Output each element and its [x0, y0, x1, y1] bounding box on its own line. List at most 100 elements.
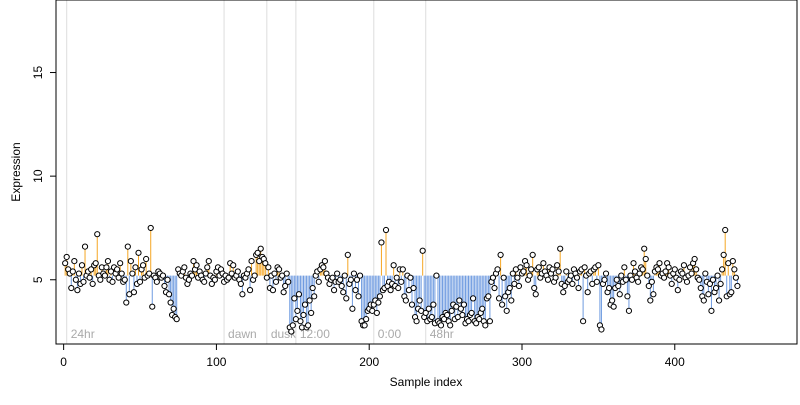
data-point — [469, 295, 477, 302]
data-point — [300, 311, 307, 319]
data-point — [497, 251, 504, 258]
x-tick-label: 100 — [206, 355, 226, 369]
data-point — [456, 297, 463, 304]
data-point — [164, 276, 171, 283]
data-point — [644, 272, 651, 279]
data-point — [697, 284, 704, 292]
data-point — [291, 295, 298, 302]
x-axis-label: Sample index — [390, 375, 463, 389]
data-point — [375, 299, 382, 306]
data-point — [639, 266, 646, 273]
data-point — [136, 278, 144, 285]
data-point — [416, 297, 423, 304]
data-point — [482, 322, 489, 329]
data-point — [343, 295, 350, 302]
data-point — [254, 249, 261, 256]
data-point — [645, 282, 652, 290]
data-point — [532, 291, 539, 298]
data-point — [636, 270, 643, 277]
data-point — [165, 291, 173, 298]
data-point — [552, 274, 559, 281]
data-point — [722, 226, 729, 234]
data-point — [563, 268, 570, 275]
data-point — [479, 305, 486, 312]
data-point — [665, 264, 672, 271]
data-point — [671, 266, 678, 273]
data-point — [734, 282, 741, 290]
data-point — [78, 262, 86, 269]
data-point — [340, 289, 347, 296]
data-point — [500, 274, 507, 281]
data-point — [129, 270, 136, 277]
data-point — [514, 274, 521, 281]
data-point — [573, 274, 581, 281]
data-point — [459, 311, 466, 319]
data-point — [398, 278, 405, 285]
data-point — [349, 305, 356, 312]
data-points — [62, 224, 741, 335]
data-point — [616, 291, 623, 298]
data-point — [624, 293, 631, 300]
data-point — [68, 284, 75, 292]
data-point — [285, 278, 292, 285]
data-point — [117, 260, 124, 267]
data-point — [540, 260, 547, 267]
data-point — [344, 251, 351, 258]
data-point — [204, 264, 211, 271]
data-point — [683, 278, 691, 285]
data-point — [531, 284, 538, 292]
data-point — [167, 299, 174, 306]
data-point — [127, 258, 134, 265]
data-point — [104, 258, 112, 265]
data-point — [605, 284, 613, 292]
data-point — [225, 274, 232, 281]
data-point — [257, 245, 264, 252]
data-point — [679, 270, 686, 277]
data-point — [595, 262, 602, 269]
data-point — [393, 274, 400, 281]
data-point — [693, 266, 700, 273]
data-point — [581, 264, 588, 271]
data-point — [205, 258, 212, 265]
data-point — [306, 297, 313, 304]
data-point — [584, 289, 591, 296]
data-point — [265, 264, 272, 271]
data-point — [81, 243, 89, 250]
data-point — [135, 249, 142, 256]
data-point — [170, 305, 177, 312]
data-point — [245, 266, 252, 273]
data-point — [647, 297, 654, 304]
data-point — [114, 266, 121, 273]
data-point — [555, 268, 562, 275]
data-point — [74, 287, 81, 294]
data-point — [289, 322, 296, 329]
data-point — [71, 258, 78, 265]
data-point — [208, 280, 215, 288]
data-point — [288, 328, 295, 335]
data-point — [130, 289, 138, 296]
data-point — [92, 260, 99, 267]
data-point — [680, 262, 688, 269]
data-point — [502, 293, 509, 300]
data-point — [528, 266, 535, 273]
data-point — [535, 264, 542, 271]
data-point — [486, 318, 494, 325]
data-point — [526, 272, 533, 279]
data-point — [321, 258, 328, 265]
data-point — [410, 284, 417, 292]
section-markers: 24hr dawn dusk 12:00 0:00 48hr — [66, 0, 454, 344]
data-point — [602, 270, 610, 277]
y-tick-label: 10 — [31, 169, 45, 183]
data-point — [520, 268, 527, 275]
data-point — [561, 282, 568, 290]
data-point — [211, 276, 218, 283]
axes: 0 100 200 300 400 5 10 15 — [31, 66, 685, 369]
data-point — [188, 272, 196, 279]
section-label: dusk — [271, 327, 297, 341]
y-axis-label: Expression — [9, 142, 23, 201]
data-point — [732, 274, 739, 281]
data-point — [437, 322, 445, 329]
data-point — [239, 291, 246, 298]
data-point — [554, 262, 561, 269]
data-point — [676, 276, 683, 283]
